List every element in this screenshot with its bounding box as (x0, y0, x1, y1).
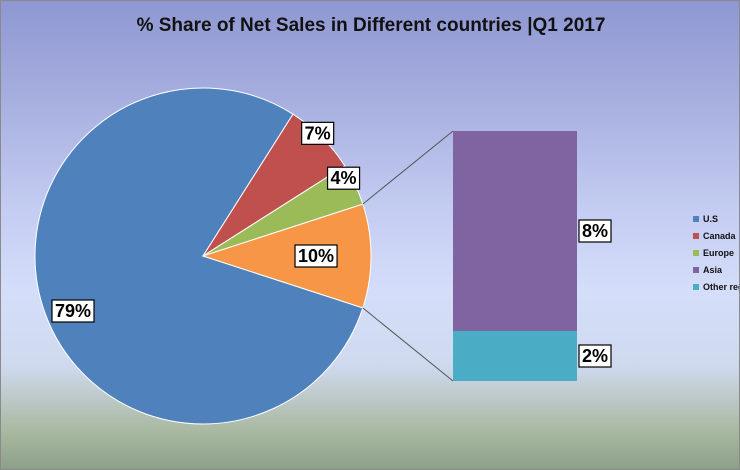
bar-segment-asia (453, 131, 577, 331)
data-label-asia: 8% (578, 219, 612, 243)
svg-text:2%: 2% (582, 346, 608, 366)
legend-label-asia: Asia (703, 264, 723, 275)
svg-text:7%: 7% (305, 123, 331, 143)
legend-label-europe: Europe (703, 247, 735, 258)
data-label-other-reg: 2% (578, 344, 612, 368)
legend-label-canada: Canada (703, 230, 736, 241)
data-label-europe: 4% (326, 166, 361, 190)
data-label-other: 10% (294, 244, 338, 268)
legend-item-asia: Asia (693, 261, 739, 278)
legend-swatch-canada (693, 232, 699, 239)
legend-swatch-asia (693, 266, 699, 273)
legend-swatch-u-s (693, 215, 699, 222)
data-label-u-s: 79% (51, 299, 95, 323)
secondary-bar (453, 131, 577, 381)
connector-line-top (362, 130, 454, 205)
svg-text:4%: 4% (331, 168, 357, 188)
legend-item-canada: Canada (693, 227, 739, 244)
legend-label-u-s: U.S (703, 213, 719, 224)
svg-text:8%: 8% (582, 221, 608, 241)
legend-swatch-other-reg (693, 283, 699, 290)
bar-segment-other-reg (453, 331, 577, 381)
data-label-canada: 7% (301, 121, 335, 145)
pie-slice-other (201, 203, 372, 309)
legend-label-other-reg: Other reg (703, 281, 740, 292)
connector-lines (362, 130, 454, 382)
legend-item-europe: Europe (693, 244, 739, 261)
data-labels: 79% 7% 4% 10% 8% 2% (51, 121, 612, 368)
svg-text:79%: 79% (55, 301, 91, 321)
legend-item-other-reg: Other reg (693, 278, 740, 295)
connector-line-bottom (362, 307, 454, 382)
chart-title: % Share of Net Sales in Different countr… (136, 15, 606, 36)
legend-item-u-s: U.S (693, 210, 739, 227)
legend: U.S Canada Europe Asia Other reg (693, 210, 740, 295)
svg-text:10%: 10% (298, 246, 334, 266)
pie-group (34, 87, 372, 425)
pie-slice-u-s (34, 87, 364, 425)
legend-swatch-europe (693, 249, 699, 256)
